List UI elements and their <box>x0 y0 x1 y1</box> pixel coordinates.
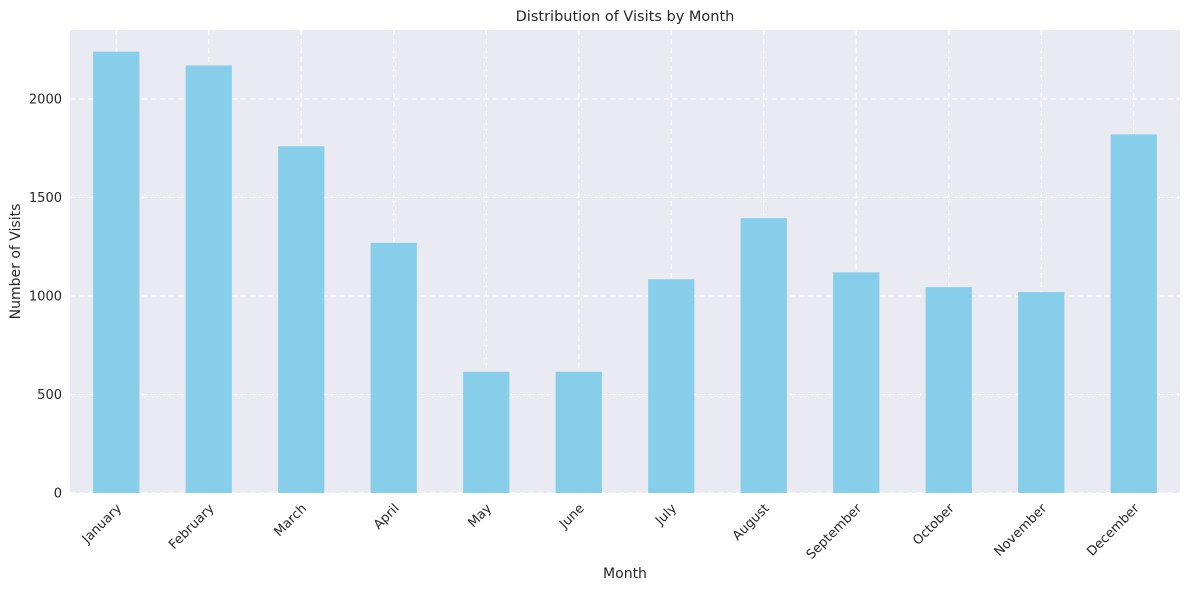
x-axis-ticks: January February March April May June July Augu… <box>79 501 1143 563</box>
bar-august <box>740 218 787 493</box>
x-tick-label: December <box>1084 501 1143 560</box>
x-tick-label: February <box>166 501 218 553</box>
bar-february <box>185 65 232 493</box>
y-tick-label: 500 <box>37 388 62 403</box>
y-tick-label: 0 <box>54 487 62 502</box>
bar-april <box>370 242 417 493</box>
x-tick-label: November <box>992 501 1051 560</box>
x-tick-label: August <box>730 501 773 544</box>
x-axis-label: Month <box>603 566 647 582</box>
x-tick-label: May <box>465 501 495 531</box>
bar-december <box>1110 134 1157 494</box>
x-tick-label: September <box>804 501 866 563</box>
y-axis-label: Number of Visits <box>8 204 24 320</box>
bar-january <box>93 51 140 494</box>
x-tick-label: July <box>652 501 680 529</box>
x-tick-label: March <box>271 501 310 540</box>
y-axis-ticks: 0 500 1000 1500 2000 <box>29 92 62 501</box>
x-tick-label: October <box>910 501 958 549</box>
bar-may <box>463 371 510 493</box>
bar-march <box>278 146 325 493</box>
bar-june <box>555 371 602 493</box>
chart-title: Distribution of Visits by Month <box>516 9 735 25</box>
bars <box>93 51 1157 494</box>
bar-october <box>925 287 972 493</box>
x-tick-label: January <box>79 501 125 547</box>
bar-november <box>1018 292 1065 493</box>
plot-background <box>70 30 1180 493</box>
y-tick-label: 2000 <box>29 92 62 107</box>
x-tick-label: April <box>371 501 403 533</box>
bar-september <box>833 272 880 493</box>
y-tick-label: 1500 <box>29 191 62 206</box>
grid-lines <box>70 30 1180 494</box>
bar-july <box>648 279 695 493</box>
y-tick-label: 1000 <box>29 289 62 304</box>
x-tick-label: June <box>556 501 587 532</box>
